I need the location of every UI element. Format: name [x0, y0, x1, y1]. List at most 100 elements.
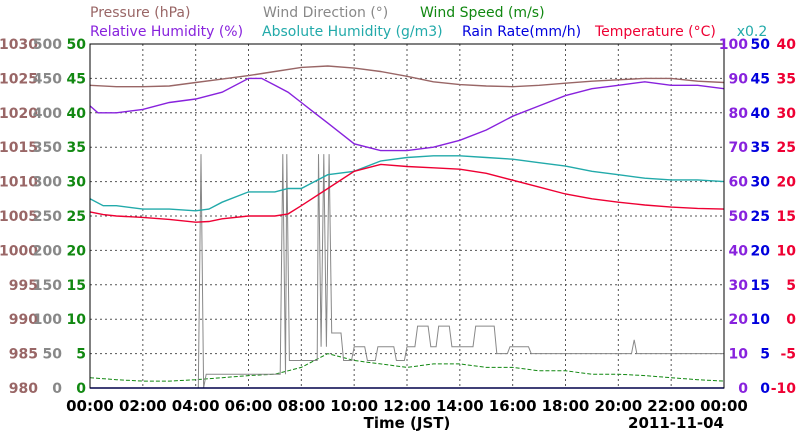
y-tick-wind-direction: 450 — [33, 71, 62, 87]
y-tick-wind-speed: 40 — [67, 106, 87, 122]
y-tick-pressure: 1015 — [0, 140, 38, 156]
y-tick-temperature: -5 — [780, 347, 796, 363]
y-tick-humidity: 80 — [729, 106, 749, 122]
y-tick-wind-direction: 400 — [33, 106, 62, 122]
y-tick-rain-rate: 10 — [751, 312, 771, 328]
y-tick-wind-speed: 15 — [67, 278, 86, 294]
x-tick-label: 02:00 — [119, 397, 167, 415]
y-tick-rain-rate: 50 — [751, 37, 771, 53]
y-tick-rain-rate: 20 — [751, 243, 771, 259]
y-tick-wind-speed: 10 — [67, 312, 87, 328]
series-temperature — [89, 163, 725, 223]
y-tick-rain-rate: 5 — [760, 347, 770, 363]
legend-entry: Temperature (°C) — [594, 24, 716, 40]
y-tick-wind-direction: 50 — [43, 347, 63, 363]
x-tick-label: 00:00 — [66, 397, 114, 415]
y-tick-pressure: 1005 — [0, 209, 38, 225]
y-tick-rain-rate: 25 — [751, 209, 770, 225]
y-tick-humidity: 10 — [729, 347, 749, 363]
y-tick-humidity: 70 — [729, 140, 749, 156]
series-pressure — [89, 65, 725, 88]
y-tick-temperature: 10 — [777, 243, 797, 259]
y-tick-wind-direction: 350 — [33, 140, 62, 156]
x-tick-label: 22:00 — [647, 397, 695, 415]
y-tick-wind-speed: 0 — [76, 381, 86, 397]
x-tick-label: 10:00 — [330, 397, 378, 415]
y-tick-pressure: 1030 — [0, 37, 38, 53]
x-tick-label: 16:00 — [489, 397, 537, 415]
y-tick-humidity: 100 — [719, 37, 748, 53]
legend-entry: Wind Direction (°) — [263, 5, 388, 21]
y-tick-humidity: 50 — [729, 209, 749, 225]
y-tick-wind-direction: 0 — [52, 381, 62, 397]
y-tick-pressure: 1025 — [0, 71, 38, 87]
y-tick-wind-direction: 500 — [33, 37, 62, 53]
y-tick-pressure: 985 — [9, 347, 38, 363]
x-tick-label: 12:00 — [383, 397, 431, 415]
y-tick-temperature: 40 — [777, 37, 797, 53]
y-tick-wind-speed: 50 — [67, 37, 87, 53]
y-tick-temperature: 20 — [777, 175, 797, 191]
y-tick-temperature: -10 — [771, 381, 797, 397]
y-tick-wind-direction: 200 — [33, 243, 62, 259]
y-tick-rain-rate: 40 — [751, 106, 771, 122]
x-tick-label: 20:00 — [594, 397, 642, 415]
y-tick-temperature: 15 — [777, 209, 796, 225]
y-tick-temperature: 30 — [777, 106, 797, 122]
y-tick-wind-direction: 250 — [33, 209, 62, 225]
y-tick-humidity: 30 — [729, 278, 749, 294]
y-tick-wind-speed: 25 — [67, 209, 86, 225]
y-tick-rain-rate: 30 — [751, 175, 771, 191]
y-tick-humidity: 60 — [729, 175, 749, 191]
y-tick-temperature: 25 — [777, 140, 796, 156]
x-axis-title: Time (JST) — [364, 414, 451, 432]
y-tick-wind-speed: 20 — [67, 243, 87, 259]
y-tick-wind-speed: 5 — [76, 347, 86, 363]
x-tick-label: 00:00 — [700, 397, 748, 415]
legend: Pressure (hPa) Wind Direction (°) Wind Spe… — [90, 5, 767, 40]
y-tick-pressure: 980 — [9, 381, 38, 397]
y-tick-humidity: 90 — [729, 71, 749, 87]
series-wind_direction — [90, 154, 724, 389]
legend-entry: Absolute Humidity (g/m3) — [262, 24, 443, 40]
y-tick-temperature: 5 — [786, 278, 796, 294]
x-tick-label: 14:00 — [436, 397, 484, 415]
y-tick-humidity: 40 — [729, 243, 749, 259]
y-tick-rain-rate: 45 — [751, 71, 770, 87]
y-tick-pressure: 1010 — [0, 175, 38, 191]
y-tick-pressure: 990 — [9, 312, 38, 328]
y-tick-rain-rate: 0 — [760, 381, 770, 397]
y-tick-pressure: 1000 — [0, 243, 38, 259]
y-tick-wind-speed: 35 — [67, 140, 86, 156]
chart-date: 2011-11-04 — [628, 414, 724, 432]
series-humidity — [89, 77, 725, 152]
y-tick-pressure: 1020 — [0, 106, 38, 122]
y-tick-temperature: 35 — [777, 71, 796, 87]
legend-entry: Relative Humidity (%) — [90, 24, 243, 40]
scale-note: x0.2 — [737, 24, 768, 40]
x-axis: 00:00 02:00 04:00 06:00 08:00 10:00 12:00 14:00… — [66, 397, 748, 432]
y-axes: 1030102510201015101010051000995990985980… — [0, 37, 796, 397]
legend-entry: Rain Rate(mm/h) — [462, 24, 581, 40]
y-tick-humidity: 0 — [738, 381, 748, 397]
y-tick-pressure: 995 — [9, 278, 38, 294]
legend-entry: Wind Speed (m/s) — [420, 5, 545, 21]
legend-entry: Pressure (hPa) — [90, 5, 190, 21]
y-tick-rain-rate: 35 — [751, 140, 770, 156]
y-tick-humidity: 20 — [729, 312, 749, 328]
series-wind_speed — [89, 353, 725, 382]
y-tick-wind-speed: 30 — [67, 175, 87, 191]
y-tick-temperature: 0 — [786, 312, 796, 328]
y-tick-wind-direction: 100 — [33, 312, 62, 328]
y-tick-wind-direction: 300 — [33, 175, 62, 191]
y-tick-wind-speed: 45 — [67, 71, 86, 87]
plot-frame — [89, 43, 725, 389]
x-tick-label: 06:00 — [225, 397, 273, 415]
x-tick-label: 18:00 — [542, 397, 590, 415]
y-tick-wind-direction: 150 — [33, 278, 62, 294]
y-tick-rain-rate: 15 — [751, 278, 770, 294]
x-tick-label: 08:00 — [277, 397, 325, 415]
grid — [90, 44, 724, 388]
x-tick-label: 04:00 — [172, 397, 220, 415]
